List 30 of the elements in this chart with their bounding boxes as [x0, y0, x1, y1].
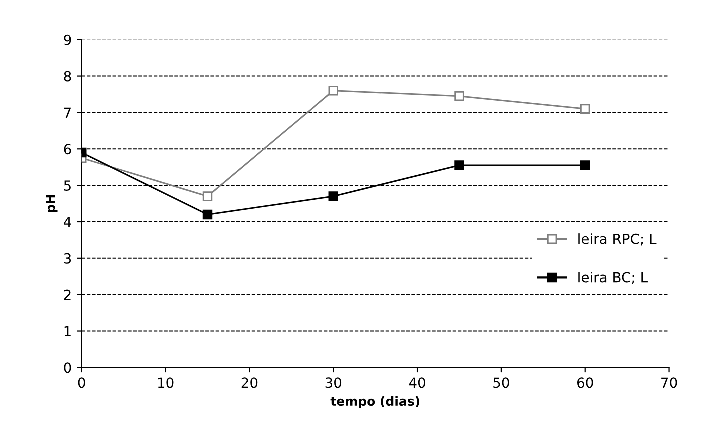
x-tick-label: 20 [242, 378, 258, 388]
y-tick-label: 5 [64, 180, 71, 192]
point [580, 160, 590, 170]
x-tick-label: 10 [158, 378, 174, 388]
point [328, 86, 338, 96]
y-tick-label: 6 [64, 144, 72, 155]
point [202, 210, 213, 220]
y-tick-label: 4 [64, 217, 72, 228]
point [454, 160, 464, 170]
x-tick-label: 30 [326, 378, 342, 388]
point [202, 192, 213, 202]
legend-label: leira RPC; L [578, 234, 657, 246]
x-tick-label: 0 [78, 378, 86, 388]
point [454, 91, 464, 102]
x-tick-label: 50 [494, 378, 510, 388]
legend-label: leira BC; L [578, 272, 648, 284]
x-tick-label: 70 [662, 378, 678, 388]
y-tick-label: 9 [64, 34, 72, 46]
y-axis-title: pH [46, 195, 58, 212]
y-tick-label: 3 [64, 253, 72, 264]
point [328, 192, 338, 202]
x-axis-title: tempo (dias) [330, 396, 420, 409]
point [580, 104, 590, 114]
y-tick-label: 7 [64, 108, 71, 118]
y-tick-label: 2 [64, 290, 71, 300]
x-tick-label: 40 [409, 378, 426, 388]
y-tick-label: 8 [64, 71, 72, 82]
y-tick-label: 1 [64, 326, 71, 337]
y-tick-label: 0 [64, 362, 72, 374]
x-tick-label: 60 [578, 378, 594, 388]
